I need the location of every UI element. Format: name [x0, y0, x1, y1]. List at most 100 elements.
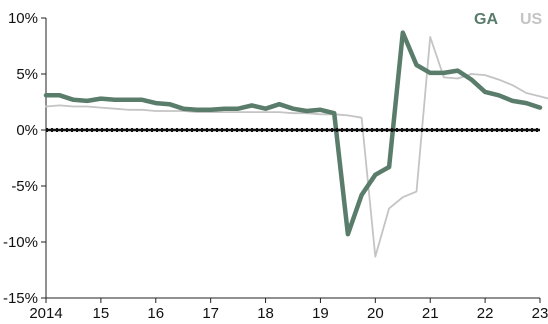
zero-baseline-dash	[281, 128, 283, 132]
zero-baseline-dash	[256, 128, 258, 132]
zero-baseline-dash	[426, 128, 428, 132]
zero-baseline-dash	[346, 128, 348, 132]
zero-baseline-dash	[271, 128, 273, 132]
zero-baseline-dash	[421, 128, 423, 132]
zero-baseline-dash	[51, 128, 53, 132]
zero-baseline-dash	[501, 128, 503, 132]
zero-baseline-dash	[126, 128, 128, 132]
legend-label-ga: GA	[474, 11, 498, 28]
zero-baseline-dash	[301, 128, 303, 132]
zero-baseline-dash	[371, 128, 373, 132]
y-tick-label: -5%	[11, 178, 38, 195]
y-tick-label: 10%	[8, 10, 38, 27]
zero-baseline-dash	[66, 128, 68, 132]
zero-baseline-dash	[451, 128, 453, 132]
zero-baseline-dash	[536, 128, 538, 132]
zero-baseline-dash	[516, 128, 518, 132]
zero-baseline-dash	[176, 128, 178, 132]
zero-baseline-dash	[231, 128, 233, 132]
zero-baseline-dash	[431, 128, 433, 132]
zero-baseline-dash	[211, 128, 213, 132]
zero-baseline-dash	[196, 128, 198, 132]
x-tick-label: 2014	[29, 305, 62, 322]
zero-baseline-dash	[221, 128, 223, 132]
zero-baseline-dash	[186, 128, 188, 132]
ticks-layer: -15% -10% -5% 0% 5% 10% 2014 15 16 17 18 19 20 21 22 23	[3, 10, 548, 322]
zero-baseline-dash	[506, 128, 508, 132]
zero-baseline-dash	[161, 128, 163, 132]
zero-baseline-dash	[341, 128, 343, 132]
zero-baseline-dash	[481, 128, 483, 132]
zero-baseline-dash	[291, 128, 293, 132]
zero-baseline-dash	[331, 128, 333, 132]
legend-label-us: US	[520, 11, 543, 28]
zero-baseline-dash	[91, 128, 93, 132]
zero-baseline-dash	[226, 128, 228, 132]
zero-baseline-dash	[111, 128, 113, 132]
zero-baseline-dash	[136, 128, 138, 132]
zero-baseline-dash	[266, 128, 268, 132]
zero-baseline-dash	[76, 128, 78, 132]
zero-baseline-dash	[321, 128, 323, 132]
x-tick-label: 23	[532, 305, 548, 322]
zero-baseline-dash	[356, 128, 358, 132]
zero-baseline-dash	[456, 128, 458, 132]
zero-baseline-dash	[81, 128, 83, 132]
x-tick-label: 22	[477, 305, 494, 322]
axes-layer	[45, 18, 540, 299]
zero-baseline-dash	[521, 128, 523, 132]
zero-baseline-dash	[326, 128, 328, 132]
y-tick-label: 5%	[16, 66, 38, 83]
zero-baseline-dash	[216, 128, 218, 132]
zero-baseline-dash	[156, 128, 158, 132]
zero-baseline-dash	[236, 128, 238, 132]
zero-baseline-dash	[396, 128, 398, 132]
zero-baseline-dash	[241, 128, 243, 132]
zero-baseline-dash	[406, 128, 408, 132]
zero-baseline-dash	[311, 128, 313, 132]
zero-baseline-dash	[286, 128, 288, 132]
zero-baseline-dash	[166, 128, 168, 132]
zero-baseline-dash	[316, 128, 318, 132]
legend: GA US	[474, 11, 543, 28]
y-tick-label: -10%	[3, 234, 38, 251]
zero-baseline-dash	[206, 128, 208, 132]
y-tick-label: -15%	[3, 290, 38, 307]
zero-baseline-dash	[351, 128, 353, 132]
zero-baseline-dash	[106, 128, 108, 132]
zero-baseline-dash	[171, 128, 173, 132]
zero-baseline-dash	[141, 128, 143, 132]
zero-baseline-dash	[446, 128, 448, 132]
zero-baseline-dash	[461, 128, 463, 132]
x-tick-label: 20	[367, 305, 384, 322]
zero-baseline-dash	[56, 128, 58, 132]
zero-baseline-dash	[181, 128, 183, 132]
zero-baseline-dash	[531, 128, 533, 132]
zero-baseline-dash	[511, 128, 513, 132]
zero-baseline-dash	[61, 128, 63, 132]
zero-baseline-dash	[496, 128, 498, 132]
zero-baseline-dash	[96, 128, 98, 132]
x-tick-label: 21	[422, 305, 439, 322]
zero-baseline-dash	[366, 128, 368, 132]
series-line-us	[45, 36, 548, 258]
zero-baseline-dash	[296, 128, 298, 132]
series-layer	[43, 30, 548, 258]
x-tick-label: 15	[93, 305, 110, 322]
zero-baseline-dash	[526, 128, 528, 132]
zero-baseline-dash	[401, 128, 403, 132]
zero-baseline-dash	[251, 128, 253, 132]
x-tick-label: 17	[202, 305, 219, 322]
zero-baseline-dash	[381, 128, 383, 132]
zero-baseline-dash	[466, 128, 468, 132]
zero-baseline-dash	[416, 128, 418, 132]
zero-baseline-dash	[246, 128, 248, 132]
zero-baseline-dash	[191, 128, 193, 132]
zero-baseline-dash	[336, 128, 338, 132]
zero-baseline-dash	[116, 128, 118, 132]
zero-baseline-dash	[46, 128, 48, 132]
zero-baseline-dash	[201, 128, 203, 132]
zero-baseline-dash	[476, 128, 478, 132]
zero-baseline-dash	[71, 128, 73, 132]
